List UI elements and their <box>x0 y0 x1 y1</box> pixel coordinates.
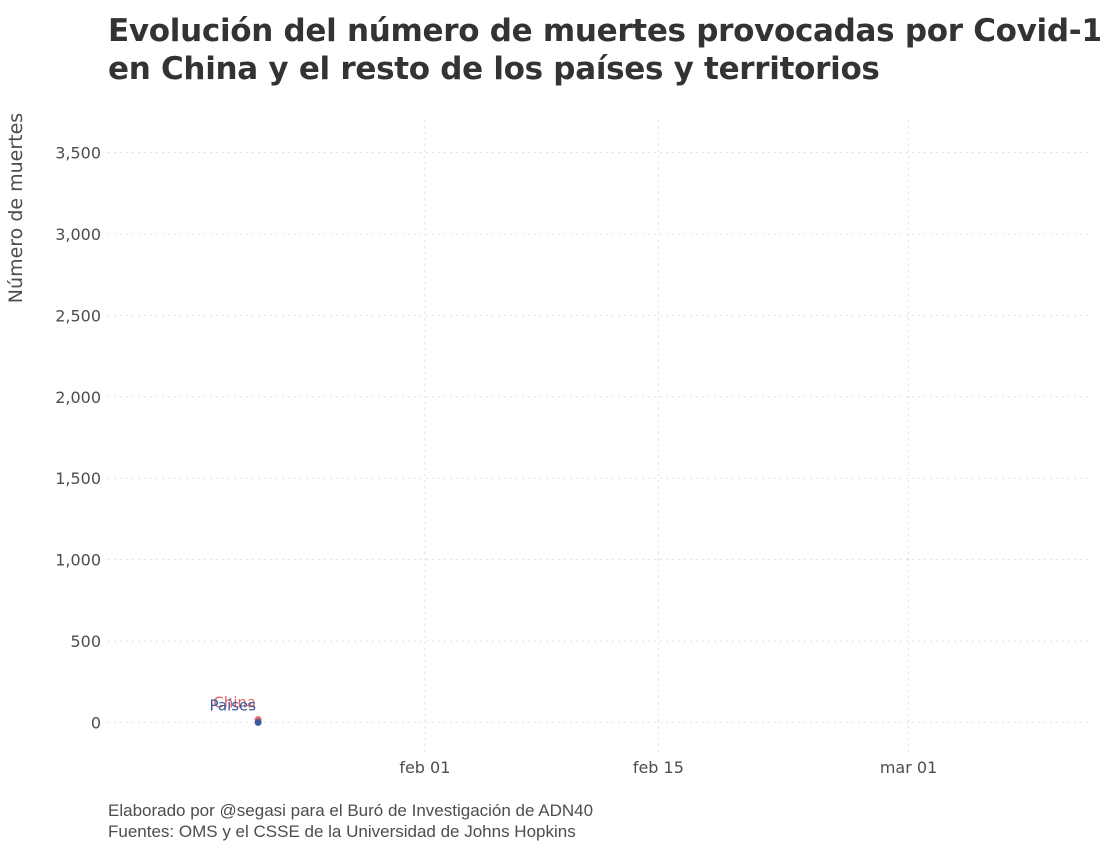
y-tick-label: 1,000 <box>55 551 101 570</box>
series-label: China <box>213 694 256 712</box>
y-tick-label: 2,000 <box>55 388 101 407</box>
grid-lines <box>108 120 1092 755</box>
x-tick-label: mar 01 <box>880 758 937 777</box>
y-tick-label: 500 <box>70 632 101 651</box>
x-axis-ticks: feb 01 feb 15 mar 01 <box>399 758 937 777</box>
y-tick-label: 3,500 <box>55 144 101 163</box>
y-tick-label: 0 <box>91 713 101 732</box>
x-tick-label: feb 15 <box>633 758 684 777</box>
chart-caption: Elaborado por @segasi para el Buró de In… <box>108 800 593 842</box>
chart-title-line-1: Evolución del número de muertes provocad… <box>108 13 1100 49</box>
y-axis-ticks: 0 500 1,000 1,500 2,000 2,500 3,000 3,500 <box>55 144 101 733</box>
caption-line-2: Fuentes: OMS y el CSSE de la Universidad… <box>108 822 576 841</box>
y-tick-label: 2,500 <box>55 306 101 325</box>
series-point <box>254 718 262 726</box>
y-axis-label: Número de muertes <box>5 113 27 303</box>
series-label: Países <box>210 696 257 714</box>
chart-title: Evolución del número de muertes provocad… <box>108 12 1100 88</box>
caption-line-1: Elaborado por @segasi para el Buró de In… <box>108 801 594 820</box>
x-tick-label: feb 01 <box>399 758 450 777</box>
y-tick-label: 3,000 <box>55 225 101 244</box>
y-tick-label: 1,500 <box>55 469 101 488</box>
chart-title-line-2: en China y el resto de los países y terr… <box>108 51 880 87</box>
